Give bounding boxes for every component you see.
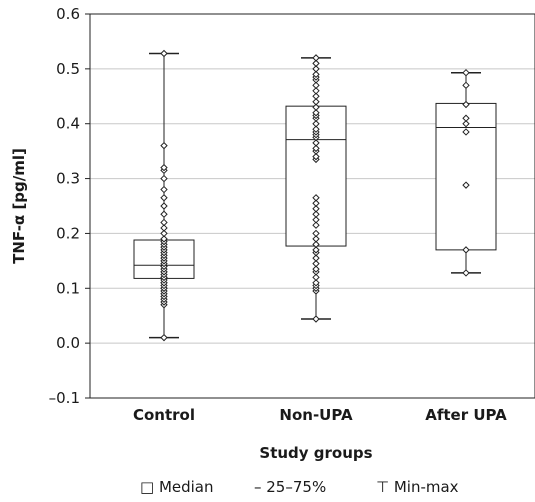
data-point xyxy=(312,92,320,100)
data-point xyxy=(312,152,320,161)
data-point xyxy=(160,185,168,194)
y-tick-label: –0.1 xyxy=(49,389,80,407)
data-point xyxy=(160,174,168,183)
data-point xyxy=(160,141,168,150)
data-point xyxy=(312,235,320,243)
data-point xyxy=(312,54,320,62)
data-point xyxy=(312,265,320,273)
data-point xyxy=(160,333,168,342)
data-point xyxy=(312,120,320,128)
data-point xyxy=(312,221,320,229)
data-point xyxy=(160,194,168,202)
data-point xyxy=(160,49,168,58)
data-point xyxy=(160,202,168,210)
data-point xyxy=(312,199,320,207)
data-point xyxy=(312,109,320,117)
x-category-label: After UPA xyxy=(425,406,507,424)
data-point xyxy=(462,81,470,90)
data-point xyxy=(462,100,470,109)
data-point xyxy=(312,70,320,79)
y-tick-label: 0.3 xyxy=(56,170,80,188)
data-point xyxy=(312,144,320,153)
data-point xyxy=(312,59,320,68)
x-category-label: Non-UPA xyxy=(279,406,353,424)
data-point xyxy=(312,229,320,238)
data-point xyxy=(462,68,470,77)
data-point xyxy=(312,279,320,287)
data-point xyxy=(312,81,320,90)
box-after-upa xyxy=(435,68,497,277)
data-point xyxy=(312,254,320,262)
data-point xyxy=(160,218,168,227)
x-axis-title: Study groups xyxy=(259,444,372,462)
data-point xyxy=(462,120,470,128)
plot-frame xyxy=(89,13,535,399)
y-tick-label: 0.6 xyxy=(56,5,80,23)
y-axis-title: TNF-α [pg/ml] xyxy=(10,148,28,264)
data-point xyxy=(312,259,320,268)
data-point xyxy=(312,125,320,133)
data-point xyxy=(312,194,320,202)
x-category-label: Control xyxy=(133,406,195,424)
data-point xyxy=(312,139,320,147)
data-point xyxy=(312,315,320,323)
data-point xyxy=(160,163,168,172)
y-tick-label: 0.2 xyxy=(56,224,80,242)
data-point xyxy=(462,181,470,189)
data-point xyxy=(312,65,320,73)
data-point xyxy=(312,240,320,249)
data-point xyxy=(160,235,168,243)
data-point xyxy=(312,273,320,282)
data-point xyxy=(312,216,320,224)
data-point xyxy=(312,205,320,213)
data-point xyxy=(312,87,320,95)
data-point xyxy=(160,229,168,238)
data-point xyxy=(462,114,470,122)
data-point xyxy=(312,246,320,254)
y-axis-ticks: –0.1 0.0 0.1 0.2 0.3 0.4 0.5 0.6 xyxy=(49,5,90,407)
legend-item: – 25–75% xyxy=(254,478,326,496)
data-point xyxy=(312,98,320,106)
data-point xyxy=(312,103,320,111)
data-point xyxy=(312,210,320,218)
legend: □ Median – 25–75% ⊤ Min-max xyxy=(140,478,459,496)
data-point xyxy=(462,246,470,254)
data-point xyxy=(462,128,470,136)
boxes xyxy=(133,49,497,342)
data-point xyxy=(462,269,470,277)
x-axis-categories: Control Non-UPA After UPA xyxy=(133,406,507,424)
y-tick-label: 0.0 xyxy=(56,334,80,352)
box-control xyxy=(133,49,195,342)
legend-item: □ Median xyxy=(140,478,214,496)
y-tick-label: 0.1 xyxy=(56,279,80,297)
data-point xyxy=(160,224,168,232)
legend-item: ⊤ Min-max xyxy=(376,478,459,496)
data-point xyxy=(160,210,168,218)
box-non-upa xyxy=(285,54,347,323)
y-tick-label: 0.4 xyxy=(56,115,80,133)
y-tick-label: 0.5 xyxy=(56,60,80,78)
